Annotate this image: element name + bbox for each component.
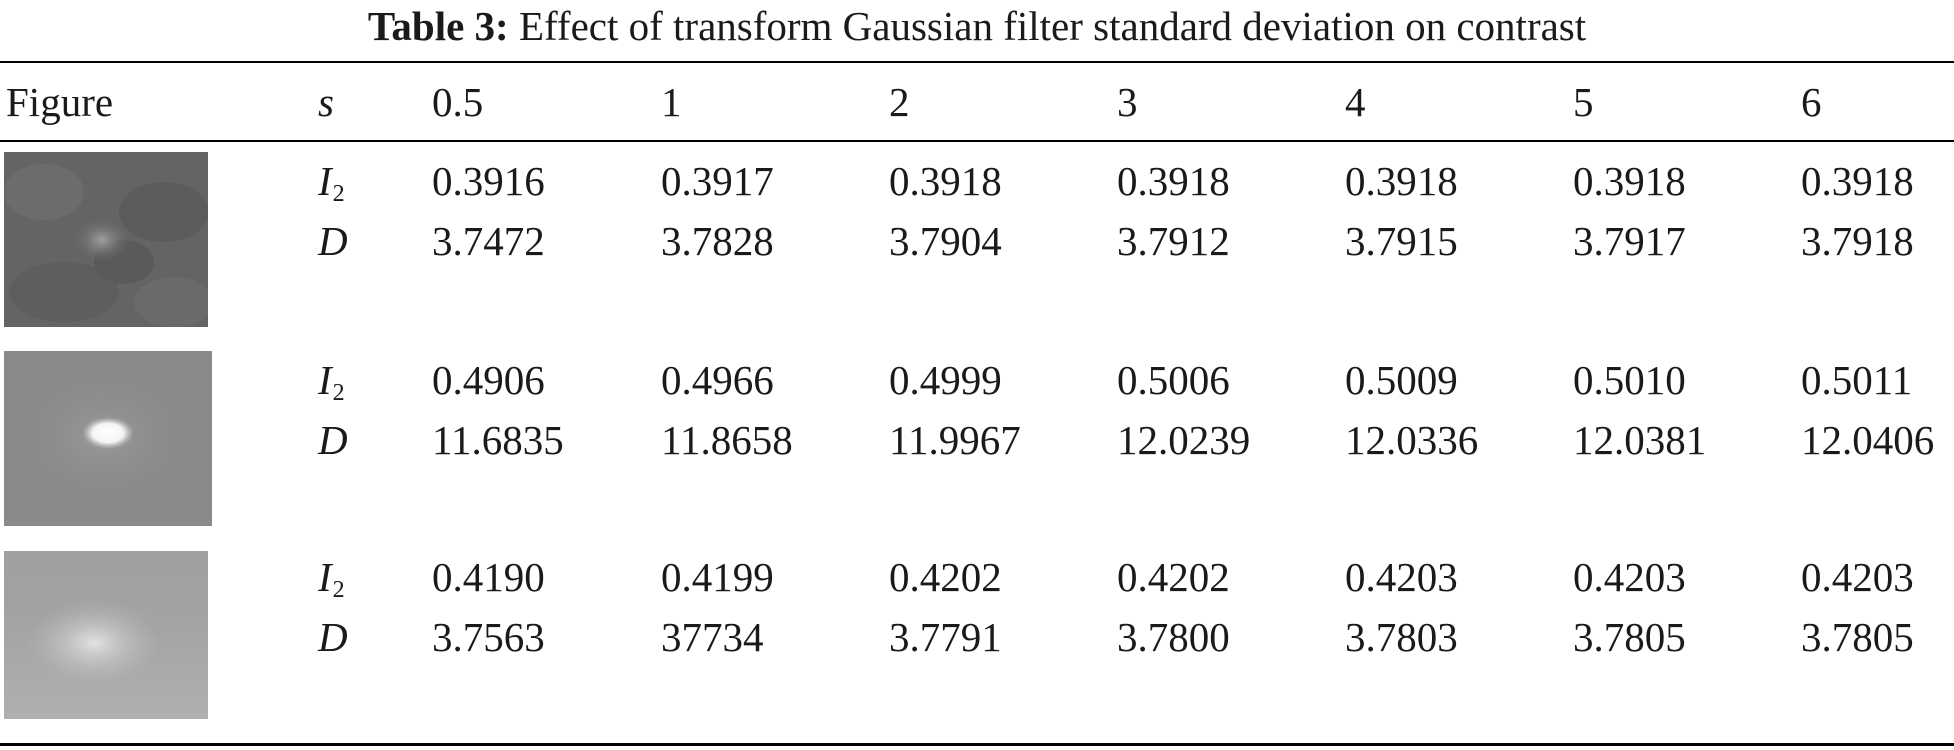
d-value: 12.0406 [1801, 417, 1935, 463]
i2-value: 0.4203 [1801, 554, 1914, 600]
d-value: 11.9967 [889, 417, 1021, 463]
bottom-rule [0, 743, 1954, 746]
i2-value: 0.3918 [1117, 158, 1230, 204]
d-value: 12.0336 [1345, 417, 1479, 463]
i2-value: 0.3918 [1345, 158, 1458, 204]
i2-symbol: I2 [318, 357, 345, 406]
header-s-value: 6 [1801, 79, 1822, 125]
i2-value: 0.5010 [1573, 357, 1686, 403]
figure-thumbnail [4, 152, 208, 327]
d-value: 3.7791 [889, 614, 1002, 660]
i2-value: 0.3918 [1573, 158, 1686, 204]
i2-symbol: I2 [318, 554, 345, 603]
d-symbol: D [318, 417, 348, 463]
i2-value: 0.5006 [1117, 357, 1230, 403]
i2-value: 0.4966 [661, 357, 774, 403]
i2-value: 0.4203 [1573, 554, 1686, 600]
header-rule [0, 140, 1954, 142]
d-value: 12.0239 [1117, 417, 1251, 463]
d-value: 12.0381 [1573, 417, 1707, 463]
d-value: 11.6835 [432, 417, 564, 463]
d-value: 37734 [661, 614, 764, 660]
d-symbol: D [318, 218, 348, 264]
i2-value: 0.4203 [1345, 554, 1458, 600]
d-value: 3.7805 [1801, 614, 1914, 660]
table-caption: Table 3: Effect of transform Gaussian fi… [0, 2, 1954, 50]
d-symbol: D [318, 614, 348, 660]
i2-value: 0.4202 [1117, 554, 1230, 600]
d-value: 11.8658 [661, 417, 793, 463]
i2-value: 0.4190 [432, 554, 545, 600]
header-figure: Figure [6, 79, 114, 125]
i2-symbol: I2 [318, 158, 345, 207]
header-s-value: 3 [1117, 79, 1138, 125]
i2-value: 0.5009 [1345, 357, 1458, 403]
i2-value: 0.4999 [889, 357, 1002, 403]
i2-value: 0.4202 [889, 554, 1002, 600]
header-s-value: 2 [889, 79, 910, 125]
d-value: 3.7912 [1117, 218, 1230, 264]
i2-value: 0.4906 [432, 357, 545, 403]
d-value: 3.7915 [1345, 218, 1458, 264]
d-value: 3.7472 [432, 218, 545, 264]
d-value: 3.7800 [1117, 614, 1230, 660]
i2-value: 0.3916 [432, 158, 545, 204]
i2-value: 0.3918 [1801, 158, 1914, 204]
header-s: s [318, 79, 334, 125]
d-value: 3.7828 [661, 218, 774, 264]
i2-value: 0.3918 [889, 158, 1002, 204]
table-label: Table 3: [367, 3, 509, 49]
figure-thumbnail [4, 551, 208, 719]
figure-thumbnail [4, 351, 212, 526]
i2-value: 0.5011 [1801, 357, 1913, 403]
d-value: 3.7805 [1573, 614, 1686, 660]
header-s-value: 4 [1345, 79, 1366, 125]
header-s-value: 0.5 [432, 79, 484, 125]
d-value: 3.7563 [432, 614, 545, 660]
d-value: 3.7904 [889, 218, 1002, 264]
header-s-value: 5 [1573, 79, 1594, 125]
top-rule [0, 61, 1954, 63]
d-value: 3.7803 [1345, 614, 1458, 660]
i2-value: 0.3917 [661, 158, 774, 204]
d-value: 3.7918 [1801, 218, 1914, 264]
table-title: Effect of transform Gaussian filter stan… [518, 3, 1587, 49]
d-value: 3.7917 [1573, 218, 1686, 264]
i2-value: 0.4199 [661, 554, 774, 600]
header-s-value: 1 [661, 79, 682, 125]
